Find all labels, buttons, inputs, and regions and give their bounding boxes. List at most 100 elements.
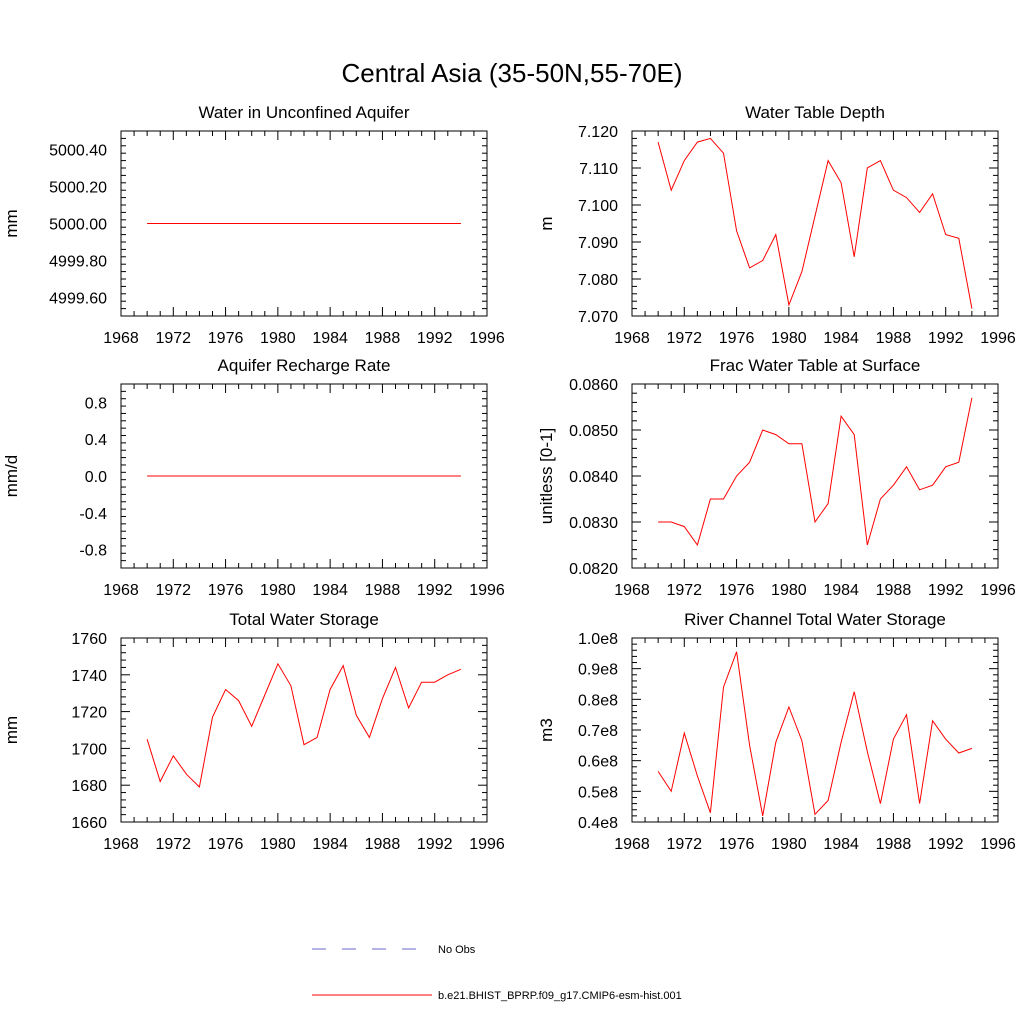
legend-label-no-obs: No Obs bbox=[438, 944, 476, 956]
x-tick-label: 1988 bbox=[876, 330, 912, 347]
y-tick-label: 0.4 bbox=[85, 432, 107, 449]
plot-frame bbox=[631, 130, 999, 317]
x-tick-label: 1984 bbox=[823, 582, 859, 599]
panel-title: Water Table Depth bbox=[745, 103, 885, 122]
x-tick-label: 1984 bbox=[312, 330, 348, 347]
x-tick-label: 1988 bbox=[876, 582, 912, 599]
y-tick-label: 1740 bbox=[71, 668, 107, 685]
y-tick-label: 0.0820 bbox=[569, 561, 618, 578]
y-tick-label: 7.100 bbox=[578, 198, 618, 215]
x-tick-label: 1992 bbox=[928, 836, 964, 853]
y-tick-label: -0.4 bbox=[79, 506, 107, 523]
x-tick-label: 1992 bbox=[417, 330, 453, 347]
x-tick-label: 1992 bbox=[928, 582, 964, 599]
y-tick-label: 0.9e8 bbox=[578, 662, 618, 679]
x-tick-label: 1984 bbox=[823, 330, 859, 347]
x-tick-label: 1976 bbox=[208, 836, 244, 853]
x-tick-label: 1980 bbox=[260, 330, 296, 347]
panel-title: Total Water Storage bbox=[229, 610, 379, 629]
panel-4: Frac Water Table at Surface unitless [0-1… bbox=[537, 356, 1016, 599]
y-tick-label: 0.8 bbox=[85, 395, 107, 412]
y-tick-label: 0.0830 bbox=[569, 515, 618, 532]
x-tick-label: 1972 bbox=[155, 836, 191, 853]
x-tick-label: 1980 bbox=[771, 582, 807, 599]
x-tick-label: 1972 bbox=[155, 582, 191, 599]
series-line bbox=[146, 662, 462, 789]
y-tick-label: 5000.00 bbox=[49, 217, 107, 234]
x-tick-label: 1984 bbox=[312, 836, 348, 853]
series-line bbox=[657, 651, 973, 816]
x-tick-label: 1976 bbox=[208, 330, 244, 347]
x-tick-label: 1980 bbox=[260, 582, 296, 599]
x-tick-label: 1984 bbox=[312, 582, 348, 599]
y-tick-label: 7.120 bbox=[578, 124, 618, 141]
panel-2: Water Table Depth m 1968 1972 1976 1980 1984 19… bbox=[537, 103, 1016, 347]
x-tick-label: 1968 bbox=[103, 836, 139, 853]
y-tick-label: 1.0e8 bbox=[578, 631, 618, 648]
x-tick-label: 1972 bbox=[666, 836, 702, 853]
x-tick-label: 1972 bbox=[155, 330, 191, 347]
x-tick-label: 1988 bbox=[365, 330, 401, 347]
x-tick-label: 1968 bbox=[614, 582, 650, 599]
panel-3: Aquifer Recharge Rate mm/d 1968 1972 1976 198… bbox=[2, 356, 505, 599]
x-tick-label: 1984 bbox=[823, 836, 859, 853]
x-tick-label: 1980 bbox=[771, 836, 807, 853]
x-tick-label: 1976 bbox=[719, 836, 755, 853]
y-tick-label: 0.0 bbox=[85, 469, 107, 486]
panel-1: Water in Unconfined Aquifer mm 1968 1972 197… bbox=[2, 103, 505, 347]
x-tick-label: 1968 bbox=[103, 582, 139, 599]
series-line bbox=[657, 137, 973, 309]
y-tick-label: 0.0860 bbox=[569, 377, 618, 394]
plot-frame bbox=[631, 637, 999, 823]
y-axis-label: mm bbox=[2, 716, 21, 744]
x-tick-label: 1976 bbox=[208, 582, 244, 599]
y-tick-label: 7.080 bbox=[578, 272, 618, 289]
x-tick-label: 1992 bbox=[417, 836, 453, 853]
y-tick-label: 1660 bbox=[71, 815, 107, 832]
x-tick-label: 1972 bbox=[666, 582, 702, 599]
x-tick-label: 1992 bbox=[928, 330, 964, 347]
x-tick-label: 1996 bbox=[980, 582, 1016, 599]
legend-label-model: b.e21.BHIST_BPRP.f09_g17.CMIP6-esm-hist.… bbox=[438, 990, 682, 1002]
x-tick-label: 1996 bbox=[980, 836, 1016, 853]
y-tick-label: 4999.60 bbox=[49, 291, 107, 308]
y-axis-label: mm bbox=[2, 209, 21, 237]
panel-title: Aquifer Recharge Rate bbox=[218, 356, 391, 375]
x-tick-label: 1980 bbox=[771, 330, 807, 347]
y-axis-label: m3 bbox=[537, 718, 556, 742]
x-tick-label: 1996 bbox=[469, 582, 505, 599]
legend: No Obs b.e21.BHIST_BPRP.f09_g17.CMIP6-es… bbox=[312, 944, 682, 1002]
y-tick-label: 0.0840 bbox=[569, 469, 618, 486]
y-tick-label: 0.7e8 bbox=[578, 723, 618, 740]
y-tick-label: 7.070 bbox=[578, 309, 618, 326]
y-axis-label: unitless [0-1] bbox=[537, 428, 556, 524]
figure-title: Central Asia (35-50N,55-70E) bbox=[341, 58, 682, 88]
panel-title: Water in Unconfined Aquifer bbox=[198, 103, 409, 122]
x-tick-label: 1976 bbox=[719, 582, 755, 599]
y-tick-label: 7.110 bbox=[579, 161, 618, 178]
y-tick-label: 5000.40 bbox=[49, 143, 107, 160]
panel-title: Frac Water Table at Surface bbox=[710, 356, 921, 375]
panels: Water in Unconfined Aquifer mm 1968 1972 197… bbox=[2, 103, 1016, 853]
plot-frame bbox=[120, 637, 488, 823]
x-tick-label: 1992 bbox=[417, 582, 453, 599]
series-line bbox=[658, 397, 973, 547]
y-tick-label: 0.4e8 bbox=[578, 815, 618, 832]
y-tick-label: 1700 bbox=[71, 741, 107, 758]
x-tick-label: 1976 bbox=[719, 330, 755, 347]
x-tick-label: 1996 bbox=[469, 836, 505, 853]
y-tick-label: 1680 bbox=[71, 778, 107, 795]
x-tick-label: 1988 bbox=[365, 582, 401, 599]
x-tick-label: 1988 bbox=[876, 836, 912, 853]
y-tick-label: 1760 bbox=[71, 631, 107, 648]
x-tick-label: 1968 bbox=[103, 330, 139, 347]
y-tick-label: 1720 bbox=[71, 705, 107, 722]
y-tick-label: -0.8 bbox=[79, 543, 107, 560]
y-tick-label: 7.090 bbox=[578, 235, 618, 252]
y-tick-label: 5000.20 bbox=[49, 180, 107, 197]
x-tick-label: 1968 bbox=[614, 330, 650, 347]
y-tick-label: 0.5e8 bbox=[578, 784, 618, 801]
x-tick-label: 1968 bbox=[614, 836, 650, 853]
y-tick-label: 0.6e8 bbox=[578, 754, 618, 771]
